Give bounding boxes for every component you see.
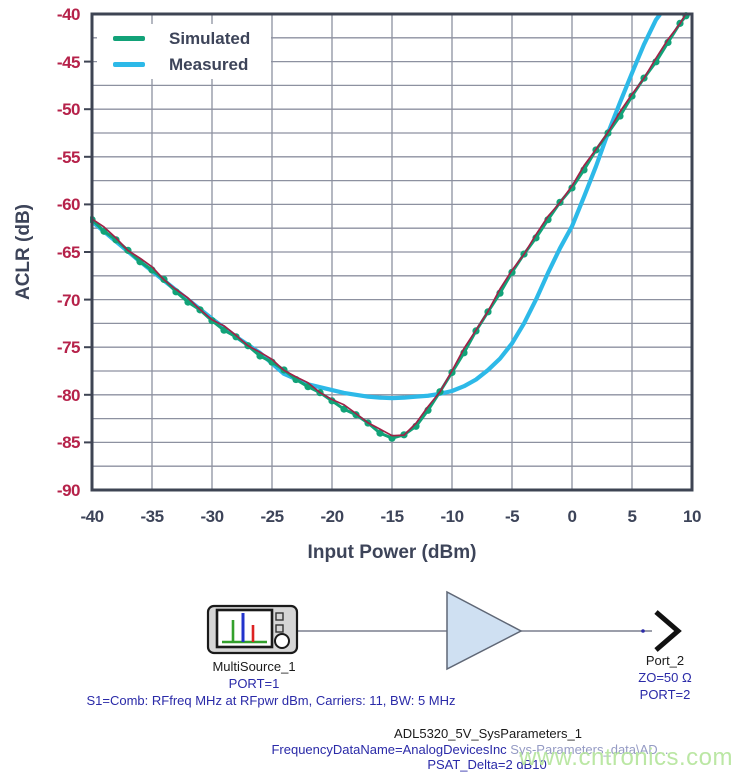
x-tick-label: 0	[567, 507, 577, 526]
simulated-marker	[232, 333, 240, 341]
y-tick-label: -60	[56, 195, 81, 215]
plot-frame	[90, 12, 694, 492]
legend-label-measured: Measured	[169, 54, 249, 74]
port2-impedance-label: ZO=50 Ω	[638, 670, 692, 685]
port2-number-label: PORT=2	[639, 687, 691, 702]
x-tick-label: -10	[440, 507, 464, 526]
watermark: www.cntronics.com	[519, 744, 733, 771]
legend-row-measured: Measured	[97, 55, 271, 75]
legend-label-simulated: Simulated	[169, 28, 251, 48]
x-tick-label: -30	[200, 507, 224, 526]
x-tick-label: 10	[683, 507, 701, 526]
y-tick-label: -90	[56, 481, 81, 500]
amplifier-name-label: ADL5320_5V_SysParameters_1	[394, 726, 582, 741]
port2-name-label: Port_2	[645, 653, 685, 668]
y-tick-label: -50	[56, 100, 81, 120]
x-axis-title: Input Power (dBm)	[307, 542, 477, 563]
y-tick-label: -55	[56, 147, 81, 167]
y-tick-label: -75	[56, 338, 81, 358]
multisource-name-label: MultiSource_1	[212, 659, 296, 674]
y-tick-label: -80	[56, 385, 81, 405]
legend-row-simulated: Simulated	[97, 29, 271, 49]
simulated-line-swatch	[113, 36, 145, 41]
amplifier-param1-head: FrequencyDataName=AnalogDevicesInc	[271, 742, 507, 757]
multisource-port-label: PORT=1	[228, 676, 280, 691]
system-schematic	[206, 590, 682, 671]
instrument-button-1	[275, 612, 284, 621]
simulated-curve	[90, 14, 688, 440]
x-tick-label: -15	[380, 507, 404, 526]
amplifier-icon	[446, 590, 523, 671]
simulated-marker	[376, 429, 384, 437]
simulated-marker	[340, 405, 348, 413]
y-tick-label: -70	[56, 290, 81, 310]
y-tick-label: -40	[56, 5, 81, 24]
x-tick-label: -25	[260, 507, 284, 526]
port2-arrow-icon	[654, 610, 682, 652]
amplifier-param2-label: PSAT_Delta=2 dB10	[427, 757, 547, 772]
simulated-marker	[112, 236, 120, 244]
wire-node-dot	[641, 629, 645, 633]
aclr-chart	[84, 12, 694, 492]
y-tick-label: -45	[56, 52, 81, 72]
chart-legend: Simulated Measured	[97, 24, 271, 79]
instrument-button-2	[275, 624, 284, 633]
simulated-trendline	[91, 12, 687, 437]
simulated-marker	[220, 326, 228, 334]
measured-line-swatch	[113, 62, 145, 67]
x-tick-label: 5	[627, 507, 637, 526]
x-tick-label: -5	[504, 507, 520, 526]
multisource-params-label: S1=Comb: RFfreq MHz at RFpwr dBm, Carrie…	[86, 693, 456, 708]
x-tick-label: -35	[140, 507, 164, 526]
instrument-knob	[274, 633, 290, 649]
amplifier-param1-tail: Sys-Parameters_data\AD...	[506, 742, 669, 757]
x-tick-label: -20	[320, 507, 344, 526]
y-tick-label: -85	[56, 433, 81, 453]
y-tick-label: -65	[56, 243, 81, 262]
x-tick-label: -40	[80, 507, 104, 526]
amplifier-param1-label: FrequencyDataName=AnalogDevicesInc Sys-P…	[271, 742, 668, 757]
